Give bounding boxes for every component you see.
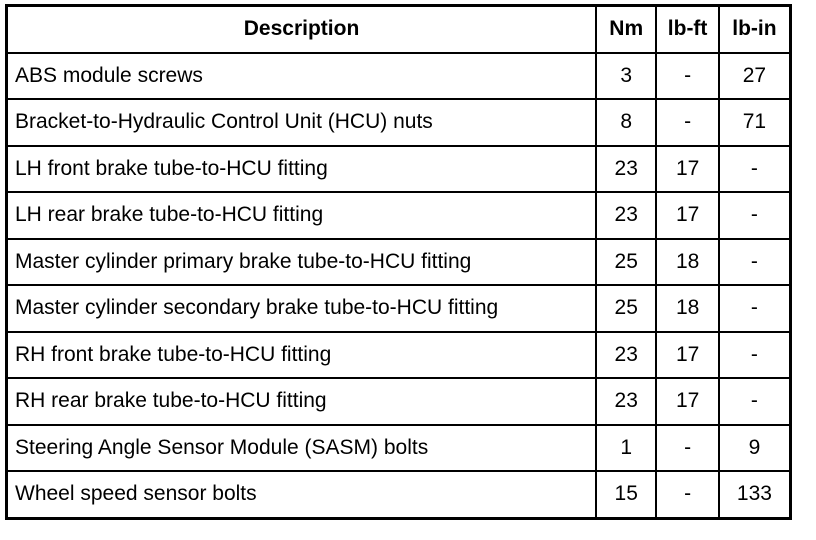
header-description: Description: [5, 4, 598, 54]
cell-lb-in: -: [717, 284, 792, 333]
cell-lb-in: -: [717, 191, 792, 240]
cell-lb-in: -: [717, 237, 792, 286]
header-lb-ft: lb-ft: [655, 4, 720, 54]
cell-description: LH rear brake tube-to-HCU fitting: [5, 191, 598, 240]
cell-lb-ft: 18: [655, 284, 720, 333]
cell-lb-in: -: [717, 330, 792, 379]
cell-lb-ft: 17: [655, 191, 720, 240]
cell-lb-ft: 17: [655, 144, 720, 193]
table-row: Steering Angle Sensor Module (SASM) bolt…: [5, 423, 792, 472]
cell-nm: 25: [595, 284, 658, 333]
table-row: LH front brake tube-to-HCU fitting 23 17-: [5, 144, 792, 193]
cell-nm: 25: [595, 237, 658, 286]
cell-lb-in: 9: [717, 423, 792, 472]
table-row: Bracket-to-Hydraulic Control Unit (HCU) …: [5, 98, 792, 147]
cell-nm: 23: [595, 144, 658, 193]
cell-description: Bracket-to-Hydraulic Control Unit (HCU) …: [5, 98, 598, 147]
cell-nm: 15: [595, 470, 658, 519]
cell-description: Wheel speed sensor bolts: [5, 470, 598, 519]
cell-nm: 1: [595, 423, 658, 472]
header-nm: Nm: [595, 4, 658, 54]
table-row: RH rear brake tube-to-HCU fitting 23 17-: [5, 377, 792, 426]
cell-lb-ft: 18: [655, 237, 720, 286]
cell-lb-ft: -: [655, 470, 720, 519]
cell-lb-in: 71: [717, 98, 792, 147]
cell-description: Master cylinder primary brake tube-to-HC…: [5, 237, 598, 286]
cell-description: RH front brake tube-to-HCU fitting: [5, 330, 598, 379]
table-row: Master cylinder primary brake tube-to-HC…: [5, 237, 792, 286]
table-row: LH rear brake tube-to-HCU fitting 23 17-: [5, 191, 792, 240]
cell-nm: 8: [595, 98, 658, 147]
cell-lb-ft: 17: [655, 377, 720, 426]
cell-description: Master cylinder secondary brake tube-to-…: [5, 284, 598, 333]
table-row: Master cylinder secondary brake tube-to-…: [5, 284, 792, 333]
table-row: ABS module screws 3-27: [5, 51, 792, 100]
header-lb-in: lb-in: [717, 4, 792, 54]
cell-description: LH front brake tube-to-HCU fitting: [5, 144, 598, 193]
cell-nm: 3: [595, 51, 658, 100]
cell-lb-ft: -: [655, 51, 720, 100]
cell-lb-in: -: [717, 377, 792, 426]
cell-nm: 23: [595, 191, 658, 240]
cell-lb-in: 27: [717, 51, 792, 100]
cell-nm: 23: [595, 330, 658, 379]
cell-description: RH rear brake tube-to-HCU fitting: [5, 377, 598, 426]
torque-spec-table: Description Nm lb-ft lb-in ABS module sc…: [5, 4, 792, 520]
cell-nm: 23: [595, 377, 658, 426]
cell-lb-ft: -: [655, 423, 720, 472]
header-row: Description Nm lb-ft lb-in: [5, 4, 792, 54]
cell-lb-ft: 17: [655, 330, 720, 379]
cell-lb-in: 133: [717, 470, 792, 519]
cell-lb-ft: -: [655, 98, 720, 147]
cell-lb-in: -: [717, 144, 792, 193]
table-row: Wheel speed sensor bolts 15-133: [5, 470, 792, 519]
table-row: RH front brake tube-to-HCU fitting 23 17-: [5, 330, 792, 379]
cell-description: Steering Angle Sensor Module (SASM) bolt…: [5, 423, 598, 472]
cell-description: ABS module screws: [5, 51, 598, 100]
